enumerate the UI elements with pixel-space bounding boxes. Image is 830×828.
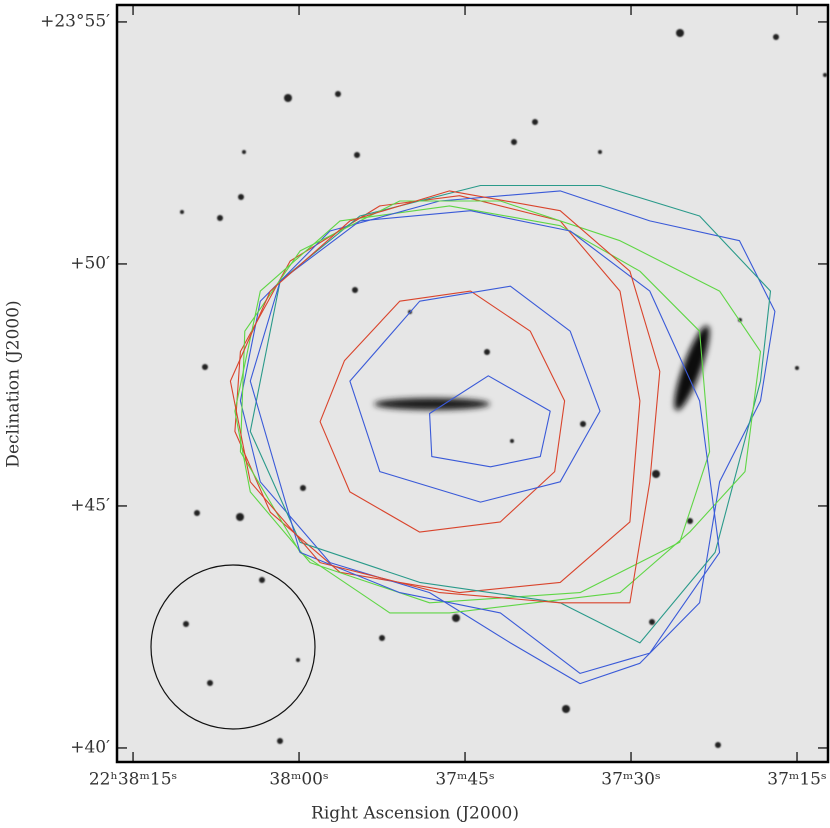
x-tick-label: 37ᵐ30ˢ [601, 770, 660, 790]
sky-image [117, 5, 828, 762]
x-tick-label: 38ᵐ00ˢ [269, 770, 328, 790]
galaxy [374, 398, 490, 410]
y-axis-title: Declination (J2000) [4, 300, 24, 467]
x-axis-title: Right Ascension (J2000) [311, 804, 519, 824]
contour [229, 190, 661, 604]
frame [115, 3, 830, 764]
contour [249, 210, 721, 674]
beam [150, 564, 316, 730]
contour [319, 290, 566, 533]
contour [429, 375, 551, 468]
x-tick-label: 37ᵐ45ˢ [435, 770, 494, 790]
contour [349, 285, 601, 503]
y-tick-label: +45′ [70, 495, 110, 515]
contour [249, 184, 772, 644]
contour [239, 190, 776, 685]
stars [180, 29, 827, 748]
y-tick-label: +40′ [70, 737, 110, 757]
contours [229, 184, 776, 685]
x-tick-label: 37ᵐ15ˢ [767, 770, 826, 790]
y-tick-label: +23°55′ [40, 11, 110, 31]
y-tick-label: +50′ [70, 253, 110, 273]
x-tick-label: 22ʰ38ᵐ15ˢ [89, 770, 177, 790]
contour [239, 200, 762, 614]
